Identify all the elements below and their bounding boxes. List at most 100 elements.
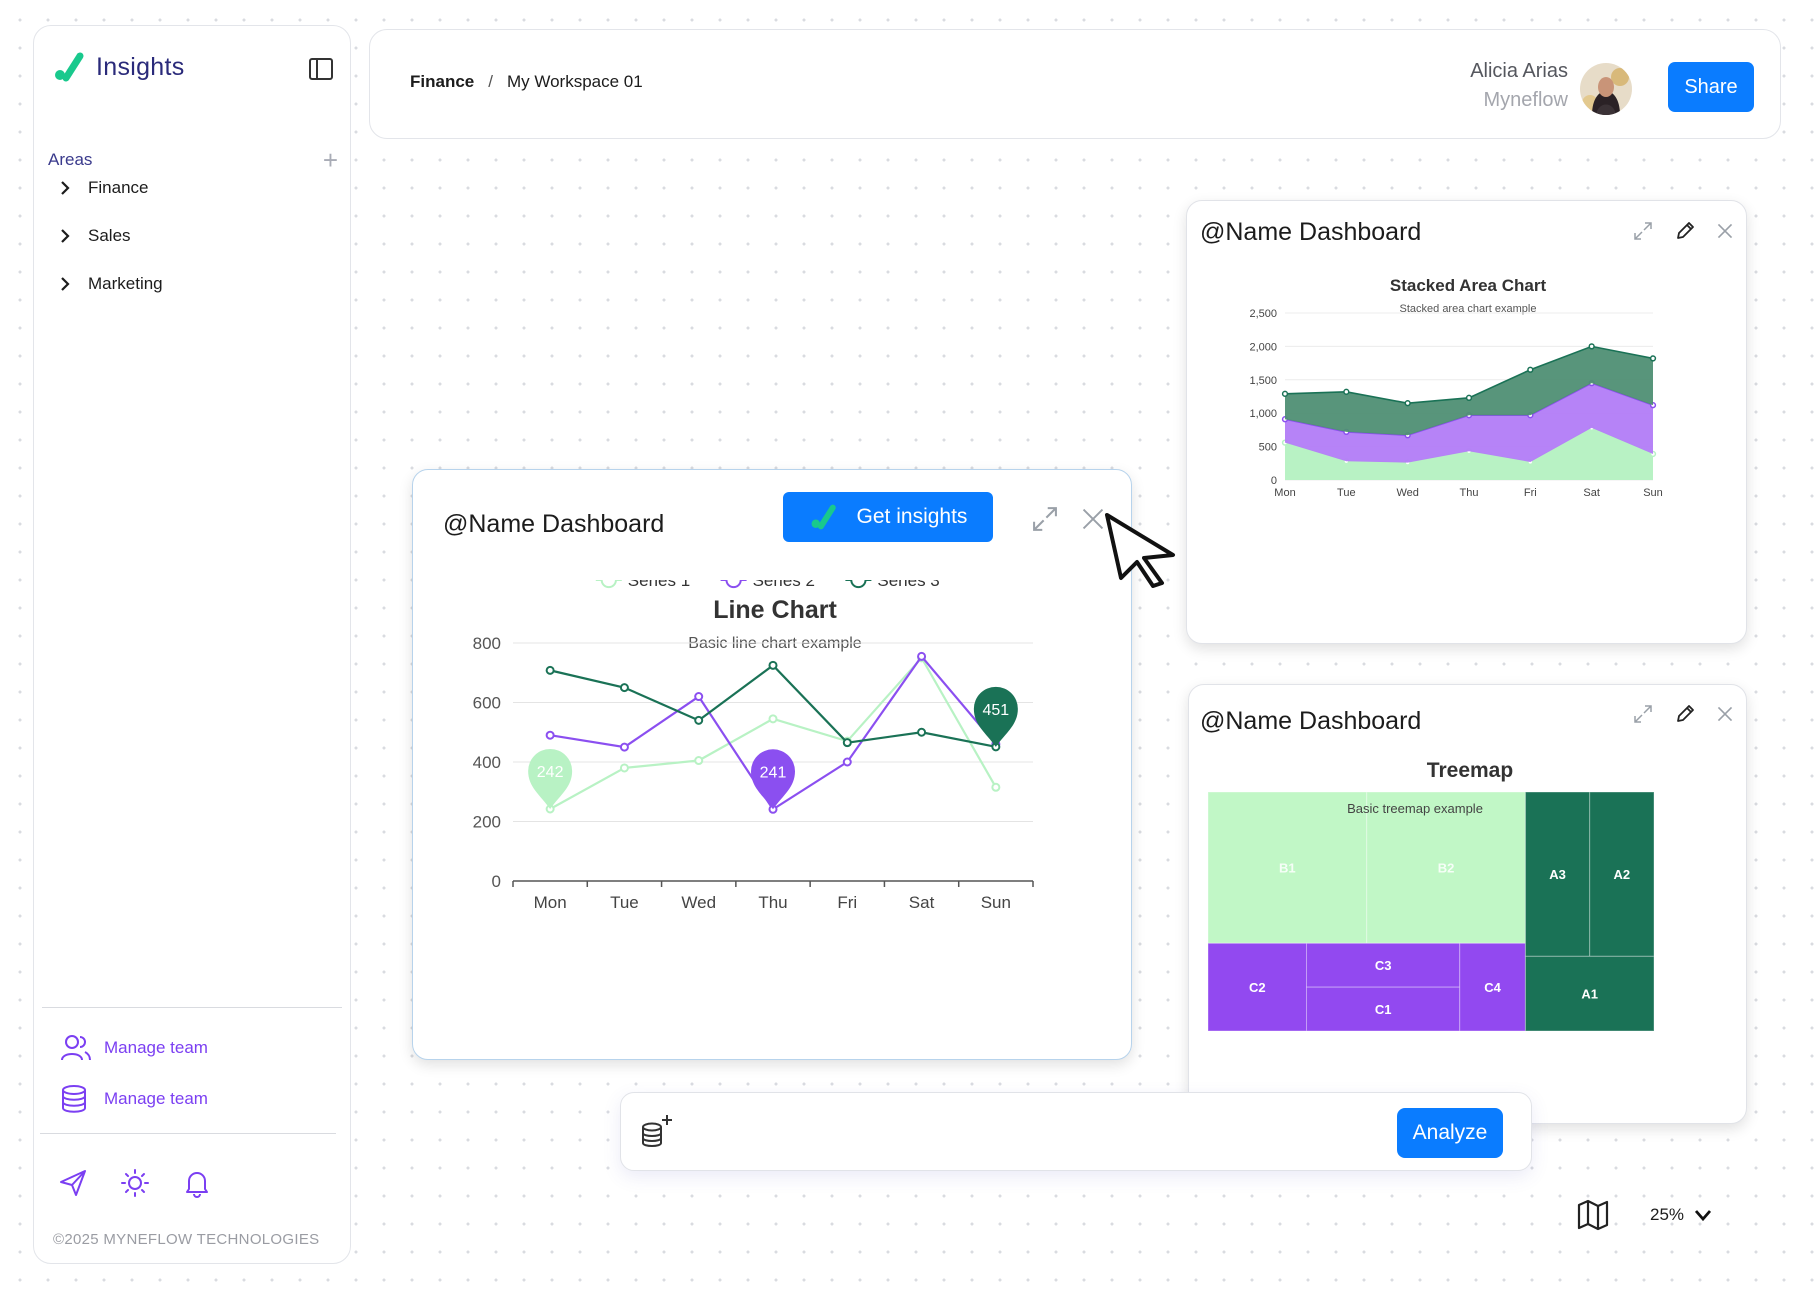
- expand-icon[interactable]: [1632, 703, 1654, 725]
- manage-team-link[interactable]: Manage team: [60, 1033, 208, 1063]
- treemap-cell: [1207, 942, 1308, 1032]
- data-point: [619, 683, 629, 693]
- logo-text: Insights: [96, 52, 185, 81]
- card-actions: [1632, 220, 1734, 242]
- sidebar-item-sales[interactable]: Sales: [56, 226, 131, 246]
- avatar-image: [1580, 63, 1632, 115]
- legend-label: Series 1: [628, 580, 690, 590]
- area-band: [1285, 346, 1653, 436]
- send-icon[interactable]: [58, 1168, 88, 1198]
- add-area-icon[interactable]: +: [322, 145, 338, 175]
- close-icon[interactable]: [1716, 705, 1734, 723]
- treemap-label: C4: [1484, 980, 1501, 995]
- treemap-label: B2: [1438, 861, 1455, 876]
- value-pin-label: 242: [537, 764, 564, 781]
- legend-marker: [850, 580, 867, 589]
- treemap-cell: [1589, 791, 1655, 957]
- x-tick-label: Tue: [610, 893, 639, 912]
- close-icon[interactable]: [1080, 506, 1106, 532]
- x-tick-label: Sun: [981, 893, 1011, 912]
- treemap-cell: [1459, 942, 1526, 1032]
- sidebar-item-label: Marketing: [88, 274, 163, 293]
- close-icon[interactable]: [1716, 222, 1734, 240]
- share-button[interactable]: Share: [1668, 62, 1754, 112]
- treemap-cell: [1366, 791, 1526, 944]
- avatar[interactable]: [1580, 63, 1632, 115]
- chart-title: Stacked Area Chart: [1390, 279, 1547, 295]
- sidebar-item-label: Sales: [88, 226, 131, 245]
- sun-icon[interactable]: [120, 1168, 150, 1198]
- analyze-bar: Analyze: [620, 1092, 1532, 1171]
- y-tick-label: 2,000: [1249, 341, 1277, 353]
- y-tick-label: 1,000: [1249, 408, 1277, 420]
- sidebar-footer-icons: [58, 1168, 212, 1198]
- get-insights-button[interactable]: Get insights: [783, 492, 993, 542]
- y-tick-label: 600: [473, 694, 501, 713]
- map-icon[interactable]: [1576, 1198, 1610, 1232]
- analyze-button[interactable]: Analyze: [1397, 1108, 1503, 1158]
- data-point: [842, 757, 852, 767]
- data-point: [991, 782, 1001, 792]
- database-icon: [62, 1085, 86, 1113]
- zoom-control[interactable]: 25%: [1650, 1204, 1714, 1226]
- user-info: Alicia Arias Myneflow: [1470, 60, 1568, 112]
- treemap-label: B1: [1279, 861, 1296, 876]
- treemap-chart: Treemap B1 B2 C2 C3 C1 C4 A3 A2 A1 Basic treemap e…: [1207, 759, 1655, 1032]
- edit-icon[interactable]: [1674, 703, 1696, 725]
- x-tick-label: Mon: [534, 893, 567, 912]
- treemap-label: C1: [1375, 1002, 1392, 1017]
- chart-subtitle: Stacked area chart example: [1400, 303, 1537, 315]
- x-tick-label: Tue: [1337, 487, 1356, 499]
- add-data-source-icon[interactable]: [639, 1113, 675, 1149]
- data-point: [768, 660, 778, 670]
- breadcrumb-finance[interactable]: Finance: [410, 72, 475, 91]
- edit-icon[interactable]: [1674, 220, 1696, 242]
- x-tick-label: Thu: [758, 893, 787, 912]
- data-point: [842, 738, 852, 748]
- treemap-card: @Name Dashboard Treemap B1 B2 C2 C3 C1 C4 A3 A2 A…: [1188, 684, 1747, 1124]
- y-tick-label: 0: [1271, 475, 1277, 487]
- divider: [42, 1007, 342, 1008]
- series-line: [549, 663, 997, 748]
- sidebar-item-finance[interactable]: Finance: [56, 178, 148, 198]
- breadcrumb-workspace[interactable]: My Workspace 01: [506, 72, 643, 91]
- expand-icon[interactable]: [1632, 220, 1654, 242]
- data-point: [1281, 390, 1289, 397]
- treemap-label: A2: [1614, 867, 1631, 882]
- treemap-label: A3: [1549, 867, 1566, 882]
- expand-icon[interactable]: [1030, 504, 1060, 534]
- mouse-pointer-icon: [1105, 513, 1175, 588]
- app-logo[interactable]: Insights: [52, 50, 185, 84]
- breadcrumb: Finance / My Workspace 01: [410, 72, 643, 92]
- x-tick-label: Wed: [681, 893, 716, 912]
- data-point: [619, 742, 629, 752]
- treemap-cell: [1306, 942, 1461, 988]
- treemap-label: C2: [1249, 980, 1266, 995]
- value-pin: [973, 686, 1018, 747]
- value-pin: [751, 749, 795, 810]
- legend-marker: [600, 580, 617, 589]
- data-point: [917, 651, 927, 661]
- x-tick-label: Sat: [1583, 487, 1600, 499]
- treemap-label: C3: [1375, 958, 1392, 973]
- card-actions: [1632, 703, 1734, 725]
- chevron-right-icon: [61, 277, 70, 291]
- sidebar-toggle-icon[interactable]: [308, 56, 334, 82]
- divider: [40, 1133, 336, 1134]
- area-band: [1285, 383, 1653, 463]
- sidebar-item-label: Finance: [88, 178, 149, 197]
- data-point: [1588, 343, 1595, 350]
- sidebar-item-marketing[interactable]: Marketing: [56, 274, 163, 294]
- logo-icon: [55, 52, 84, 82]
- x-tick-label: Fri: [1524, 487, 1537, 499]
- data-point: [545, 665, 555, 675]
- manage-team-data-link[interactable]: Manage team: [60, 1084, 208, 1114]
- data-point: [1527, 366, 1534, 373]
- chevron-down-icon: [1694, 1210, 1712, 1222]
- bell-icon[interactable]: [182, 1168, 212, 1198]
- legend-marker: [725, 580, 742, 589]
- data-point: [694, 692, 704, 702]
- areas-header: Areas +: [48, 145, 338, 175]
